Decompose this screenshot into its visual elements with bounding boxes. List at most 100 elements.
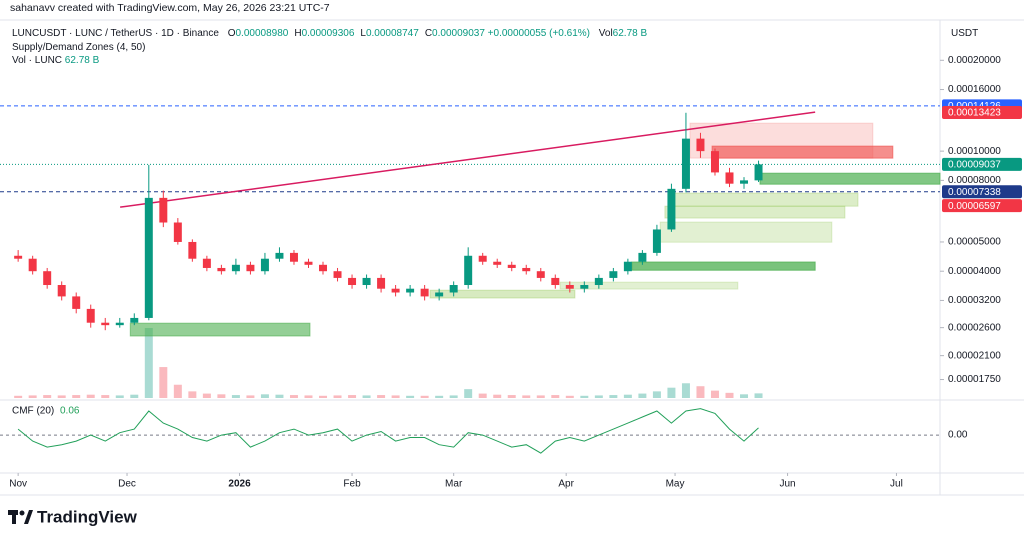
candle-body bbox=[464, 255, 473, 286]
volume-bar bbox=[101, 395, 110, 398]
zone bbox=[659, 221, 833, 243]
cmf-title: CMF (20) bbox=[12, 406, 54, 417]
brand: TradingView bbox=[37, 507, 138, 526]
volume-bar bbox=[493, 394, 502, 398]
y-tick-label: 0.00003200 bbox=[948, 295, 1001, 306]
volume-bar bbox=[289, 395, 298, 398]
volume-legend: Vol · LUNC 62.78 B bbox=[12, 55, 99, 66]
x-tick-label: Jun bbox=[780, 479, 796, 490]
volume-bar bbox=[507, 395, 516, 398]
candle-body bbox=[43, 271, 52, 286]
candle-body bbox=[173, 222, 182, 242]
volume-bar bbox=[565, 395, 574, 398]
candle-body bbox=[28, 258, 37, 272]
volume-bar bbox=[86, 394, 95, 398]
candle-body bbox=[420, 288, 429, 297]
candle-body bbox=[522, 267, 531, 272]
zone bbox=[631, 261, 816, 271]
volume-bar bbox=[43, 395, 52, 398]
x-tick-label: 2026 bbox=[228, 479, 251, 490]
ohlc-key: H bbox=[294, 28, 302, 39]
volume-bar bbox=[594, 395, 603, 398]
volume-bar bbox=[536, 395, 545, 398]
candle-body bbox=[333, 271, 342, 278]
candle-body bbox=[493, 261, 502, 265]
candle-body bbox=[86, 308, 95, 323]
y-tick-label: 0.00004000 bbox=[948, 266, 1001, 277]
candle-body bbox=[435, 292, 444, 297]
frame bbox=[0, 19, 1024, 496]
y-tick-label: 0.00005000 bbox=[948, 237, 1001, 248]
candle-body bbox=[202, 258, 211, 268]
ohlc-key: L bbox=[360, 28, 366, 39]
volume-bar bbox=[696, 386, 705, 398]
candle-body bbox=[260, 258, 269, 272]
volume-bar bbox=[377, 395, 386, 398]
price-badge bbox=[942, 185, 1022, 199]
volume-bar bbox=[115, 395, 124, 398]
candle-body bbox=[391, 288, 400, 293]
volume-bar bbox=[449, 395, 458, 398]
ohlc-value: 0.00008747 bbox=[365, 28, 419, 39]
cmf-value: 0.06 bbox=[60, 406, 80, 417]
volume-bar bbox=[362, 395, 371, 398]
candle-body bbox=[304, 261, 313, 265]
candle-body bbox=[115, 322, 124, 326]
volume-bar bbox=[173, 384, 182, 398]
zone bbox=[759, 172, 941, 185]
candle-body bbox=[725, 172, 734, 184]
candle-body bbox=[580, 285, 589, 289]
candle-body bbox=[362, 277, 371, 286]
candle-body bbox=[594, 277, 603, 286]
zone bbox=[711, 145, 894, 159]
candle-body bbox=[551, 277, 560, 286]
volume-bar bbox=[217, 394, 226, 398]
indicator: Supply/Demand Zones (4, 50) bbox=[12, 42, 146, 53]
logo-mark bbox=[24, 510, 33, 524]
x-tick-label: Feb bbox=[343, 479, 361, 490]
volume-bar bbox=[348, 395, 357, 398]
symbol-line: LUNCUSDT · LUNC / TetherUS · 1D · Binanc… bbox=[12, 28, 647, 39]
credit: sahanavv created with TradingView.com, M… bbox=[10, 2, 330, 14]
volume-bar bbox=[188, 391, 197, 398]
ohlc-value: 0.00009037 bbox=[432, 28, 485, 39]
price-badge bbox=[942, 199, 1022, 213]
volume-value: 62.78 B bbox=[64, 55, 100, 66]
volume-bar bbox=[435, 395, 444, 398]
candle-body bbox=[246, 264, 255, 272]
ohlc-key: O bbox=[227, 28, 236, 39]
candle-body bbox=[667, 188, 676, 230]
volume-bar bbox=[130, 394, 139, 398]
volume-bar bbox=[623, 394, 632, 398]
logo-mark bbox=[12, 510, 16, 524]
zone bbox=[559, 281, 739, 290]
candle-body bbox=[275, 252, 284, 259]
price-badge-label: 0.00007338 bbox=[948, 187, 1001, 198]
zone bbox=[429, 289, 576, 299]
ohlc: O0.00008980 H0.00009306 L0.00008747 C0.0000… bbox=[222, 28, 485, 39]
symbol: LUNCUSDT · LUNC / TetherUS · 1D · Binanc… bbox=[12, 28, 219, 39]
y-tick-label: 0.00002600 bbox=[948, 322, 1001, 333]
cmf-line bbox=[17, 408, 759, 454]
candle-body bbox=[740, 180, 749, 184]
price-badge-label: 0.00006597 bbox=[948, 201, 1001, 212]
candle-body bbox=[536, 271, 545, 278]
volume-bar bbox=[14, 395, 23, 398]
y-tick-label: 0.00001750 bbox=[948, 374, 1001, 385]
candle-body bbox=[696, 138, 705, 152]
volume-bar bbox=[478, 393, 487, 398]
volume-bar bbox=[652, 391, 661, 398]
candle-body bbox=[623, 261, 632, 272]
vol-value: 62.78 B bbox=[612, 28, 648, 39]
x-tick-label: Jul bbox=[890, 479, 903, 490]
candle-body bbox=[14, 255, 23, 259]
volume-bar bbox=[57, 395, 66, 398]
volume-bar bbox=[319, 395, 328, 398]
volume-bar bbox=[72, 395, 81, 398]
volume-bar bbox=[202, 393, 211, 398]
x-tick-label: Dec bbox=[118, 479, 136, 490]
ohlc-value: 0.00008980 bbox=[235, 28, 289, 39]
ohlc-key: C bbox=[424, 28, 433, 39]
candle-body bbox=[377, 277, 386, 289]
last-price-badge bbox=[942, 157, 1022, 171]
